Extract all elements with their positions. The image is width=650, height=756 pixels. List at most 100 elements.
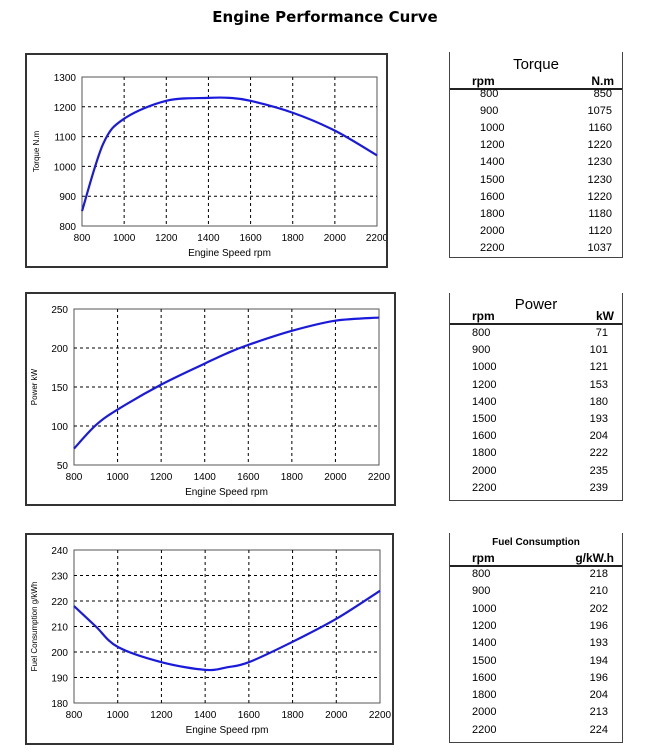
y-axis-label: Torque N.m bbox=[32, 130, 41, 172]
rpm-cell: 1000 bbox=[472, 602, 497, 615]
value-cell: 213 bbox=[589, 706, 608, 719]
x-tick-label: 2200 bbox=[366, 233, 386, 244]
fuel-consumption-table: Fuel Consumption rpm g/kW.h 800 218 900 210 100… bbox=[449, 533, 623, 743]
y-tick-label: 220 bbox=[51, 597, 68, 608]
y-axis-label: Fuel Consumption g/kWh bbox=[30, 582, 39, 672]
value-cell: 101 bbox=[589, 344, 608, 357]
rpm-cell: 1800 bbox=[472, 447, 497, 460]
rpm-cell: 1400 bbox=[480, 156, 505, 169]
table-row: 1600 196 bbox=[450, 672, 622, 689]
rpm-cell: 1800 bbox=[472, 689, 497, 702]
table-row: 1800 1180 bbox=[450, 208, 622, 225]
y-tick-label: 800 bbox=[59, 222, 76, 233]
header-rpm: rpm bbox=[472, 551, 495, 565]
table-row: 2200 224 bbox=[450, 724, 622, 741]
rpm-cell: 2200 bbox=[480, 241, 505, 254]
rpm-cell: 1200 bbox=[480, 139, 505, 152]
value-cell: 1220 bbox=[587, 139, 612, 152]
value-cell: 153 bbox=[589, 378, 608, 391]
x-tick-label: 2200 bbox=[368, 472, 391, 483]
table-row: 800 71 bbox=[450, 327, 622, 344]
table-title: Torque bbox=[513, 56, 559, 73]
value-cell: 218 bbox=[589, 568, 608, 580]
rpm-cell: 2000 bbox=[472, 706, 497, 719]
x-tick-label: 2000 bbox=[324, 233, 347, 244]
y-tick-label: 1200 bbox=[54, 103, 77, 114]
y-tick-label: 230 bbox=[51, 572, 68, 583]
page-title: Engine Performance Curve bbox=[212, 8, 438, 26]
y-tick-label: 210 bbox=[51, 623, 68, 634]
table-row: 1000 1160 bbox=[450, 122, 622, 139]
series-line bbox=[80, 96, 378, 212]
header-rpm: rpm bbox=[472, 309, 495, 323]
table-row: 2000 1120 bbox=[450, 225, 622, 242]
rpm-cell: 2000 bbox=[480, 224, 505, 237]
header-unit: kW bbox=[596, 309, 614, 323]
power-chart: 800 1000 1200 1400 1600 1800 2000 2200 50 100 150 2… bbox=[25, 292, 396, 506]
value-cell: 121 bbox=[589, 361, 608, 374]
table-row: 1200 153 bbox=[450, 379, 622, 396]
table-row: 2000 213 bbox=[450, 706, 622, 723]
rpm-cell: 800 bbox=[472, 327, 491, 339]
series-line bbox=[73, 316, 380, 450]
value-cell: 1180 bbox=[588, 207, 612, 220]
value-cell: 196 bbox=[589, 619, 608, 632]
table-row: 800 850 bbox=[450, 88, 622, 105]
value-cell: 71 bbox=[595, 327, 608, 339]
table-row: 2000 235 bbox=[450, 465, 622, 482]
rpm-cell: 1500 bbox=[472, 413, 497, 425]
rpm-cell: 1600 bbox=[472, 430, 497, 443]
table-row: 900 1075 bbox=[450, 105, 622, 122]
y-tick-label: 240 bbox=[51, 546, 68, 557]
value-cell: 235 bbox=[589, 464, 608, 477]
torque-table: Torque rpm N.m 800 850 900 1075 1000 1160 1200 122… bbox=[449, 52, 623, 258]
header-unit: g/kW.h bbox=[575, 551, 614, 565]
x-axis-label: Engine Speed rpm bbox=[188, 248, 271, 259]
rpm-cell: 1600 bbox=[480, 190, 505, 203]
y-tick-label: 150 bbox=[51, 383, 68, 394]
header-rpm: rpm bbox=[472, 74, 495, 88]
rpm-cell: 2200 bbox=[472, 481, 497, 494]
table-row: 1000 202 bbox=[450, 603, 622, 620]
x-tick-label: 1600 bbox=[237, 472, 260, 483]
table-row: 2200 1037 bbox=[450, 242, 622, 259]
rpm-cell: 1500 bbox=[472, 654, 497, 667]
table-row: 1500 193 bbox=[450, 413, 622, 430]
table-row: 1400 180 bbox=[450, 396, 622, 413]
power-table: Power rpm kW 800 71 900 101 1000 121 1200 153 1400 1… bbox=[449, 293, 623, 501]
rpm-cell: 900 bbox=[472, 344, 491, 357]
y-tick-label: 900 bbox=[59, 192, 76, 203]
rpm-cell: 800 bbox=[480, 88, 499, 100]
table-row: 1600 1220 bbox=[450, 191, 622, 208]
x-tick-label: 1000 bbox=[113, 233, 136, 244]
rpm-cell: 1500 bbox=[480, 173, 505, 186]
value-cell: 210 bbox=[589, 585, 608, 598]
x-axis-label: Engine Speed rpm bbox=[186, 725, 269, 736]
rpm-cell: 1000 bbox=[480, 122, 505, 135]
x-tick-label: 1000 bbox=[106, 472, 129, 483]
rpm-cell: 1400 bbox=[472, 395, 497, 408]
series-line bbox=[73, 589, 381, 672]
header-unit: N.m bbox=[591, 74, 614, 88]
y-tick-label: 50 bbox=[57, 461, 69, 472]
table-row: 1000 121 bbox=[450, 361, 622, 378]
value-cell: 224 bbox=[589, 723, 608, 736]
rpm-cell: 900 bbox=[480, 105, 499, 118]
y-tick-label: 100 bbox=[51, 422, 68, 433]
rpm-cell: 1400 bbox=[472, 637, 497, 650]
value-cell: 204 bbox=[589, 430, 608, 443]
x-tick-label: 2200 bbox=[369, 710, 392, 721]
x-tick-label: 1200 bbox=[155, 233, 178, 244]
x-tick-label: 1800 bbox=[282, 233, 305, 244]
value-cell: 1120 bbox=[588, 224, 612, 237]
fuel-consumption-chart: 800 1000 1200 1400 1600 1800 2000 2200 180 190 200… bbox=[25, 533, 394, 745]
table-row: 1600 204 bbox=[450, 430, 622, 447]
rpm-cell: 1000 bbox=[472, 361, 497, 374]
table-row: 1500 1230 bbox=[450, 174, 622, 191]
x-axis-label: Engine Speed rpm bbox=[185, 487, 268, 498]
table-header: rpm g/kW.h bbox=[450, 551, 622, 567]
rpm-cell: 2000 bbox=[472, 464, 497, 477]
x-tick-label: 2000 bbox=[324, 472, 347, 483]
x-tick-label: 1200 bbox=[150, 710, 173, 721]
value-cell: 180 bbox=[589, 395, 608, 408]
